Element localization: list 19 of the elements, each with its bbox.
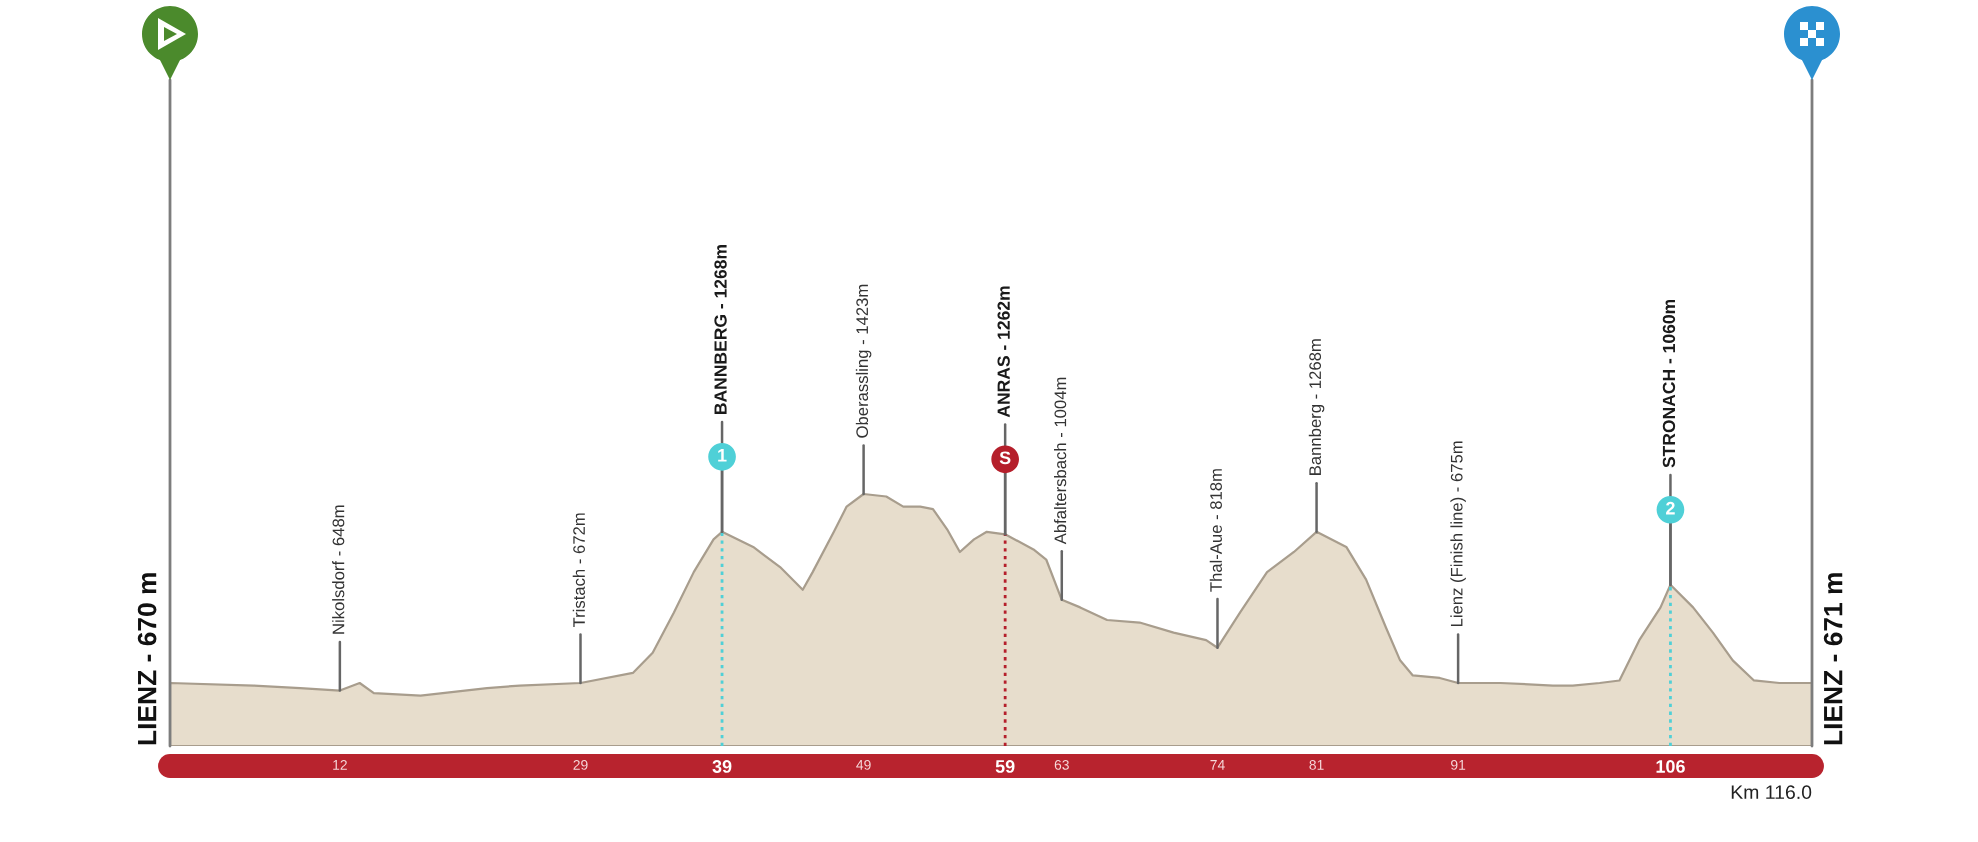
ref-line-label: LIENZ - 671 m <box>1823 573 1843 745</box>
annotation: BANNBERG - 1268m <box>714 245 727 414</box>
annotation: Thal-Aue - 818m <box>1209 469 1222 592</box>
x-axis-title: Km 116.0 <box>1731 785 1812 800</box>
annotation: Tristach - 672m <box>572 513 585 628</box>
x-tick-label: 59 <box>995 760 1015 773</box>
x-tick-label: 39 <box>712 760 732 773</box>
annotation: ANRAS - 1262m <box>997 286 1010 418</box>
annotation: 1 <box>718 449 727 462</box>
annotation: Bannberg - 1268m <box>1308 339 1325 475</box>
annotation: Lienz (Finish line) - 675m <box>1450 441 1466 627</box>
annotation: Nikolsdorf - 648m <box>332 505 345 634</box>
annotation: 2 <box>1666 501 1675 515</box>
annotation: S <box>999 451 1011 465</box>
annotation: Oberassling - 1423m <box>855 284 872 438</box>
x-tick-label: 106 <box>1656 760 1685 773</box>
ref-line-label: LIENZ - 670 m <box>137 573 157 745</box>
annotation: STRONACH - 1060m <box>1662 299 1676 468</box>
annotation: Abfaltersbach - 1004m <box>1054 377 1067 545</box>
